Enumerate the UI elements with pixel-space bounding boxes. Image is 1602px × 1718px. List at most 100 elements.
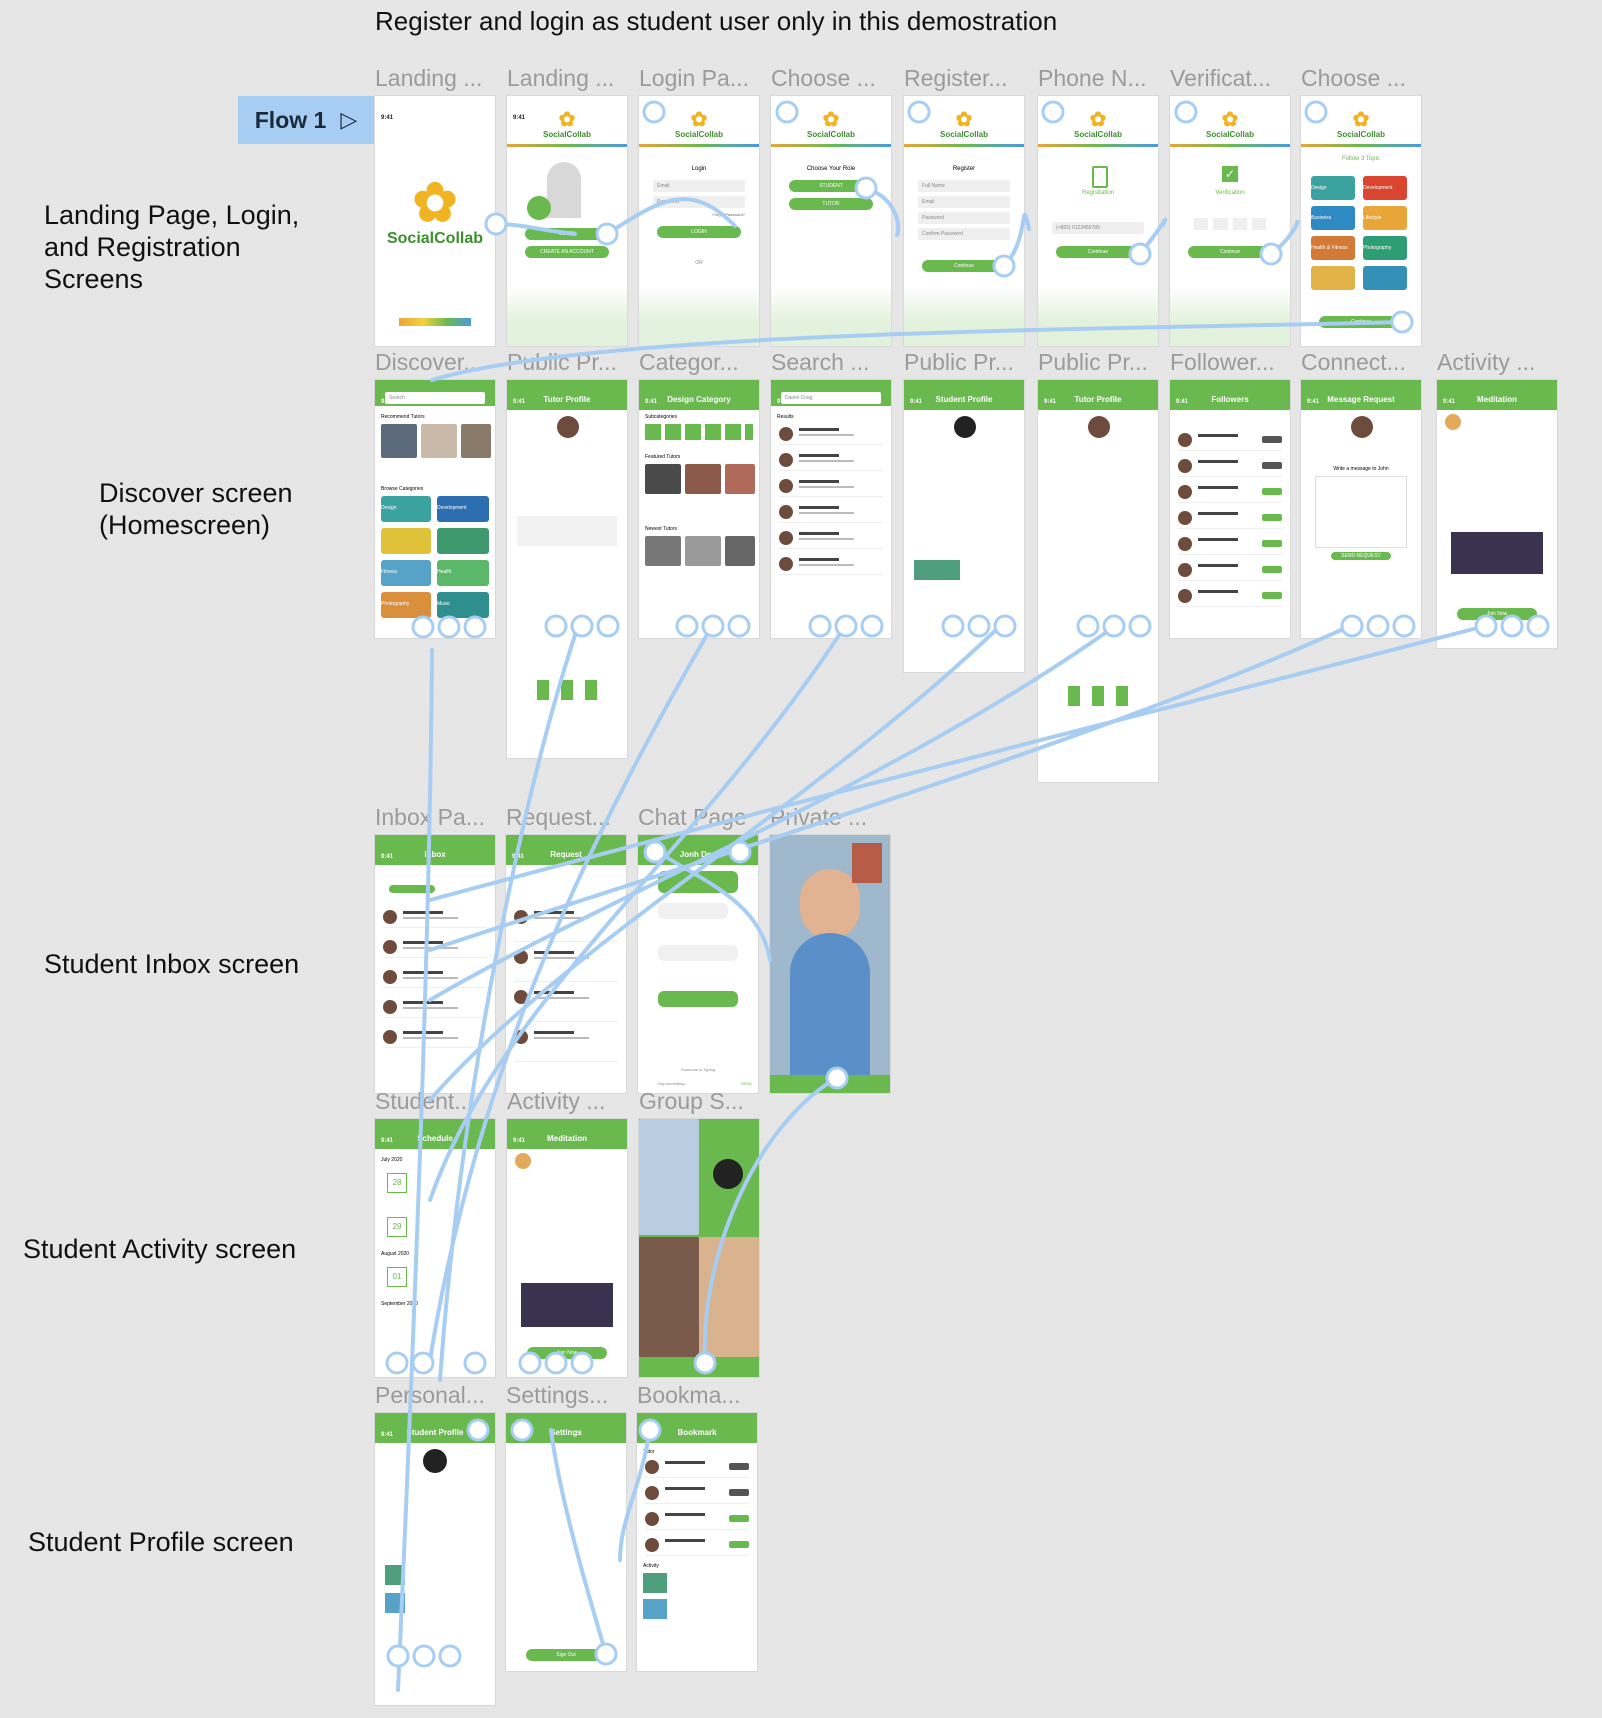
flow-1-badge[interactable]: Flow 1 ▷ <box>238 96 374 144</box>
full-name-field[interactable]: Full Name <box>918 180 1010 192</box>
frame-verification[interactable]: 9:41 ✿ SocialCollab ✓ Verification Contin… <box>1170 96 1290 346</box>
category-tile-development[interactable]: Development <box>437 496 489 522</box>
phone-number-field[interactable]: (+855) 0123456789 <box>1052 222 1144 234</box>
bookmark-activity-thumb[interactable] <box>643 1573 667 1593</box>
register-password-field[interactable]: Password <box>918 212 1010 224</box>
topic-tile-development[interactable]: Development <box>1363 176 1407 200</box>
frame-category[interactable]: 9:41 Design Category Subcategories Featur… <box>639 380 759 638</box>
bookmark-row[interactable] <box>645 1535 749 1556</box>
newest-tutor-2[interactable] <box>685 536 721 566</box>
follower-row[interactable] <box>1178 508 1282 529</box>
frame-register[interactable]: 9:41 ✿ SocialCollab Register Full Name Em… <box>904 96 1024 346</box>
tutor-photo-1[interactable] <box>381 424 417 458</box>
category-tile-fitness[interactable]: Fitness <box>381 560 431 586</box>
featured-tutor-3[interactable] <box>725 464 755 494</box>
frame-personal-profile[interactable]: 9:41 Student Profile <box>375 1413 495 1705</box>
enrolled-activity-thumb[interactable] <box>385 1565 405 1585</box>
frame-landing-2[interactable]: 9:41 ✿ SocialCollab LOGIN CREATE AN ACCOU… <box>507 96 627 346</box>
newest-tutor-3[interactable] <box>725 536 755 566</box>
forgot-password-link[interactable]: Forgot Password? <box>712 212 745 217</box>
frame-student-activity[interactable]: 9:41 Schedule July 2020 28 29 August 2020… <box>375 1119 495 1377</box>
frame-connect[interactable]: 9:41 Message Request Write a message to J… <box>1301 380 1421 638</box>
follower-row[interactable] <box>1178 586 1282 607</box>
search-result-row[interactable] <box>779 528 883 549</box>
follower-row[interactable] <box>1178 560 1282 581</box>
bookmark-row[interactable] <box>645 1509 749 1530</box>
participant-3[interactable] <box>639 1237 699 1357</box>
category-tile-4[interactable] <box>437 528 489 554</box>
bookmark-row[interactable] <box>645 1457 749 1478</box>
join-now-button[interactable]: Join Now <box>1457 608 1537 620</box>
otp-inputs[interactable] <box>1194 218 1266 230</box>
join-now-button[interactable]: Join Now <box>527 1347 607 1359</box>
inbox-row[interactable] <box>383 1027 487 1048</box>
frame-choose-role[interactable]: 9:41 ✿ SocialCollab Choose Your Role STUD… <box>771 96 891 346</box>
tutor-photo-2[interactable] <box>421 424 457 458</box>
send-request-button[interactable]: SEND REQUEST <box>1331 552 1391 560</box>
frame-search[interactable]: 9:41 Daniel Craig Results <box>771 380 891 638</box>
frame-public-student[interactable]: 9:41 Student Profile <box>904 380 1024 672</box>
frame-discover[interactable]: 9:41 Search Recommend Tutors Browse Cate… <box>375 380 495 638</box>
frame-public-tutor-2[interactable]: 9:41 Tutor Profile <box>1038 380 1158 782</box>
category-tile-health[interactable]: Health <box>437 560 489 586</box>
confirm-password-field[interactable]: Confirm Password <box>918 228 1010 240</box>
request-row[interactable] <box>514 987 618 1022</box>
category-tile-photography[interactable]: Photography <box>381 592 431 618</box>
discover-search-input[interactable]: Search <box>385 392 485 404</box>
inbox-row[interactable] <box>383 937 487 958</box>
frame-followers[interactable]: 9:41 Followers <box>1170 380 1290 638</box>
email-field[interactable]: Email <box>653 180 745 192</box>
sign-out-button[interactable]: Sign Out <box>526 1649 606 1661</box>
role-tutor-button[interactable]: TUTOR <box>789 198 873 210</box>
frame-settings[interactable]: 9:41 Settings Sign Out <box>506 1413 626 1671</box>
newest-tutor-1[interactable] <box>645 536 681 566</box>
request-row[interactable] <box>514 1027 618 1062</box>
call-controls[interactable] <box>770 1075 890 1093</box>
attachment-image[interactable] <box>1451 532 1543 574</box>
participant-1[interactable] <box>639 1119 699 1235</box>
frame-login[interactable]: 9:41 ✿ SocialCollab Login Email Password … <box>639 96 759 346</box>
participant-2-avatar[interactable] <box>713 1159 743 1189</box>
message-input[interactable]: Say something... <box>658 1081 688 1086</box>
inbox-tab[interactable] <box>389 885 435 893</box>
follower-row[interactable] <box>1178 534 1282 555</box>
password-field[interactable]: Password <box>653 196 745 208</box>
search-result-row[interactable] <box>779 476 883 497</box>
role-student-button[interactable]: STUDENT <box>789 180 873 192</box>
subcategory-chips[interactable] <box>645 424 753 440</box>
register-continue-button[interactable]: Continue <box>922 260 1006 272</box>
frame-chat[interactable]: 9:41 Jonh Doe Someone is Typing Say somet… <box>638 835 758 1093</box>
enrolled-activity-thumb[interactable] <box>385 1593 405 1613</box>
topic-tile-extra-1[interactable] <box>1311 266 1355 290</box>
frame-activity-2[interactable]: 9:41 Meditation Join Now <box>507 1119 627 1377</box>
search-result-row[interactable] <box>779 554 883 575</box>
request-row[interactable] <box>514 907 618 942</box>
play-icon[interactable]: ▷ <box>340 107 358 132</box>
frame-request[interactable]: 9:41 Request <box>506 835 626 1093</box>
frame-landing-1[interactable]: 9:41 ✿ SocialCollab <box>375 96 495 346</box>
self-preview[interactable] <box>852 843 882 883</box>
inbox-row[interactable] <box>383 967 487 988</box>
send-button[interactable]: SEND <box>740 1081 752 1086</box>
tutor-photo-3[interactable] <box>461 424 491 458</box>
category-tile-design[interactable]: Design <box>381 496 431 522</box>
frame-private-call[interactable] <box>770 835 890 1093</box>
frame-activity-top[interactable]: 9:41 Meditation Join Now <box>1437 380 1557 648</box>
featured-tutor-2[interactable] <box>685 464 721 494</box>
frame-group-session[interactable] <box>639 1119 759 1377</box>
frame-phone[interactable]: 9:41 ✿ SocialCollab Registration (+855) 0… <box>1038 96 1158 346</box>
verification-continue-button[interactable]: Continue <box>1188 246 1272 258</box>
inbox-row[interactable] <box>383 997 487 1018</box>
featured-tutor-1[interactable] <box>645 464 681 494</box>
category-tile-3[interactable] <box>381 528 431 554</box>
topic-continue-button[interactable]: Continue <box>1319 316 1403 328</box>
topic-tile-photography[interactable]: Photography <box>1363 236 1407 260</box>
inbox-row[interactable] <box>383 907 487 928</box>
bookmark-activity-thumb[interactable] <box>643 1599 667 1619</box>
register-email-field[interactable]: Email <box>918 196 1010 208</box>
topic-tile-lifestyle[interactable]: Lifestyle <box>1363 206 1407 230</box>
search-result-row[interactable] <box>779 502 883 523</box>
follower-row[interactable] <box>1178 482 1282 503</box>
topic-tile-health[interactable]: Health & Fitness <box>1311 236 1355 260</box>
topic-tile-design[interactable]: Design <box>1311 176 1355 200</box>
